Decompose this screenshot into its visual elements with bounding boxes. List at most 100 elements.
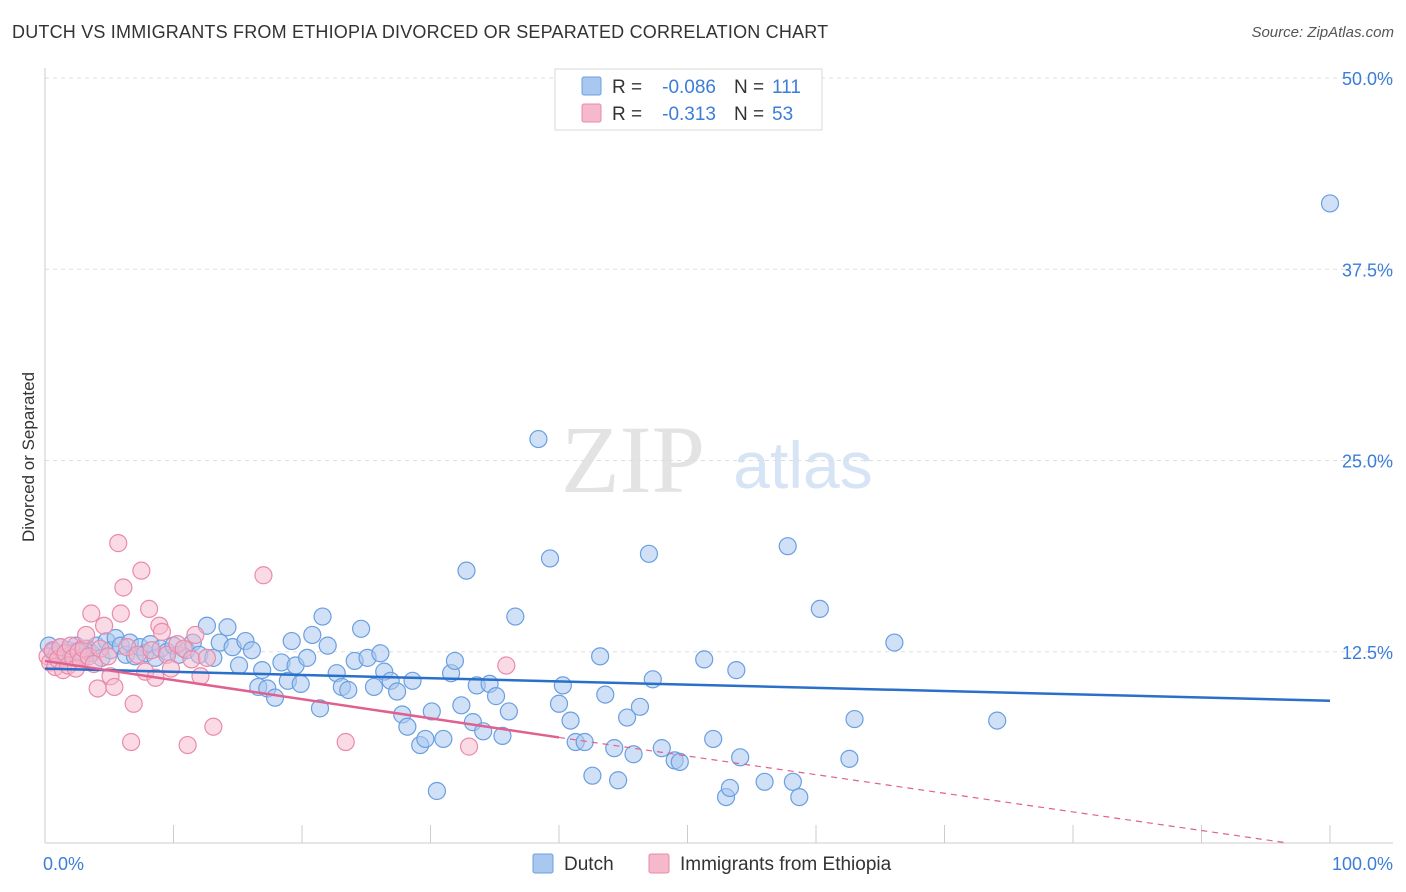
dutch-point bbox=[253, 661, 272, 680]
dutch-point bbox=[618, 708, 637, 727]
ethiopia-point bbox=[254, 566, 273, 585]
ethiopia-point bbox=[182, 650, 201, 669]
dutch-point bbox=[720, 778, 740, 798]
ethiopia-point bbox=[132, 561, 151, 580]
dutch-point bbox=[695, 650, 714, 669]
dutch-point bbox=[652, 739, 671, 758]
ethiopia-point bbox=[77, 625, 96, 645]
dutch-point bbox=[755, 772, 774, 791]
dutch-point bbox=[434, 729, 453, 749]
dutch-point bbox=[313, 607, 332, 626]
dutch-point bbox=[387, 682, 407, 701]
gridlines bbox=[45, 77, 1393, 653]
ethiopia-point bbox=[124, 694, 143, 713]
watermark-zip: ZIP bbox=[561, 406, 705, 513]
ethiopia-point bbox=[82, 604, 101, 623]
stats-r-value-dutch: -0.086 bbox=[662, 77, 716, 98]
dutch-point bbox=[810, 599, 829, 619]
dutch-point bbox=[783, 772, 802, 791]
ethiopia-point bbox=[88, 679, 107, 698]
dutch-point bbox=[549, 694, 569, 713]
dutch-point bbox=[670, 752, 689, 772]
dutch-point bbox=[845, 709, 864, 729]
axes bbox=[44, 68, 1393, 844]
dutch-point bbox=[318, 636, 337, 655]
dutch-point bbox=[605, 739, 624, 758]
dutch-point bbox=[242, 641, 261, 660]
dutch-point bbox=[591, 647, 610, 666]
dutch-point bbox=[731, 748, 750, 767]
ethiopia-point bbox=[105, 677, 124, 697]
dutch-point bbox=[282, 631, 301, 651]
dutch-point bbox=[422, 702, 441, 721]
y-tick-label: 12.5% bbox=[1342, 643, 1393, 663]
legend-swatch-ethiopia bbox=[648, 853, 670, 874]
stats-n-value-dutch: 111 bbox=[772, 77, 801, 98]
ethiopia-point bbox=[121, 732, 141, 752]
y-tick-label: 25.0% bbox=[1342, 452, 1393, 472]
dutch-point bbox=[416, 729, 435, 749]
ethiopia-point bbox=[497, 656, 516, 675]
y-axis-label: Divorced or Separated bbox=[19, 372, 38, 542]
dutch-point bbox=[398, 717, 417, 736]
dutch-trend-line bbox=[44, 667, 1331, 702]
ethiopia-point bbox=[152, 622, 172, 641]
dutch-point bbox=[371, 644, 390, 663]
ethiopia-point bbox=[142, 641, 161, 660]
dutch-point bbox=[727, 661, 746, 680]
dutch-point bbox=[988, 711, 1007, 730]
ethiopia-point bbox=[459, 737, 479, 756]
dutch-point bbox=[885, 633, 904, 652]
dutch-point bbox=[643, 670, 662, 689]
ethiopia-point bbox=[98, 647, 118, 666]
series-legend: Dutch Immigrants from Ethiopia bbox=[532, 853, 892, 875]
dutch-point bbox=[486, 687, 506, 706]
stats-n-label-dutch: N = bbox=[734, 77, 764, 98]
stats-r-value-ethiopia: -0.313 bbox=[662, 104, 716, 125]
dutch-point bbox=[506, 607, 525, 626]
dutch-point bbox=[310, 699, 330, 718]
ethiopia-point bbox=[95, 616, 114, 635]
stats-n-value-ethiopia: 53 bbox=[772, 104, 793, 125]
dutch-point bbox=[403, 671, 422, 690]
dutch-point bbox=[493, 726, 512, 746]
dutch-point bbox=[624, 745, 643, 764]
stats-r-label-dutch: R = bbox=[612, 77, 642, 98]
x-tick-label-min: 0.0% bbox=[43, 854, 84, 874]
dutch-point bbox=[452, 696, 471, 715]
ethiopia-point bbox=[204, 717, 223, 736]
dutch-point bbox=[630, 697, 650, 716]
dutch-point bbox=[840, 749, 859, 768]
dutch-point bbox=[229, 656, 249, 675]
dutch-point bbox=[265, 688, 285, 707]
ethiopia-point bbox=[109, 534, 128, 553]
dutch-point bbox=[596, 685, 615, 704]
chart-title: DUTCH VS IMMIGRANTS FROM ETHIOPIA DIVORC… bbox=[12, 22, 829, 42]
ethiopia-point bbox=[161, 659, 181, 678]
stats-legend: R = -0.086 N = 111 R = -0.313 N = 53 bbox=[554, 68, 823, 131]
dutch-point bbox=[704, 729, 723, 749]
ethiopia-point bbox=[139, 599, 159, 619]
dutch-point bbox=[303, 625, 322, 645]
dutch-point bbox=[553, 676, 572, 695]
stats-swatch-dutch bbox=[581, 76, 602, 96]
dutch-point bbox=[1320, 194, 1340, 213]
dutch-point bbox=[339, 680, 358, 700]
ethiopia-trend-line bbox=[44, 659, 560, 739]
dutch-point bbox=[790, 787, 809, 807]
ethiopia-point bbox=[336, 732, 355, 752]
tick-labels: 12.5% 25.0% 37.5% 50.0% 0.0% 100.0% bbox=[43, 69, 1393, 874]
legend-label-ethiopia: Immigrants from Ethiopia bbox=[680, 854, 892, 875]
ethiopia-point bbox=[197, 648, 217, 667]
dutch-point bbox=[364, 677, 384, 697]
ethiopia-trend-extension bbox=[558, 736, 1288, 844]
ethiopia-point bbox=[114, 578, 133, 597]
ethiopia-point bbox=[186, 625, 205, 645]
source-label: Source: ZipAtlas.com bbox=[1251, 24, 1394, 41]
dutch-point bbox=[427, 781, 447, 801]
legend-label-dutch: Dutch bbox=[564, 854, 614, 875]
watermark-atlas: atlas bbox=[733, 428, 872, 502]
dutch-point bbox=[575, 732, 594, 752]
stats-swatch-ethiopia bbox=[581, 103, 602, 123]
